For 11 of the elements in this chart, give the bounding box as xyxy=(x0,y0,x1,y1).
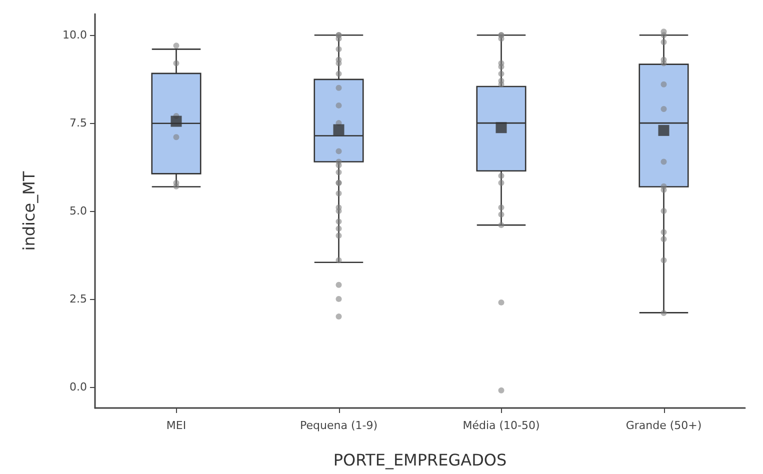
x-tick-label: MEI xyxy=(166,419,186,432)
x-tick-label: Grande (50+) xyxy=(626,419,702,432)
y-tick-label: 2.5 xyxy=(70,292,87,306)
x-axis-title: PORTE_EMPREGADOS xyxy=(333,450,507,470)
y-tick-label: 10.0 xyxy=(62,28,87,42)
y-tick-label: 7.5 xyxy=(70,116,87,130)
y-tick-label: 0.0 xyxy=(70,380,87,394)
y-axis-title: indice_MT xyxy=(20,171,38,251)
y-tick-label: 5.0 xyxy=(70,204,87,218)
x-tick-label: Pequena (1-9) xyxy=(300,419,378,432)
x-tick-label: Média (10-50) xyxy=(462,419,540,432)
